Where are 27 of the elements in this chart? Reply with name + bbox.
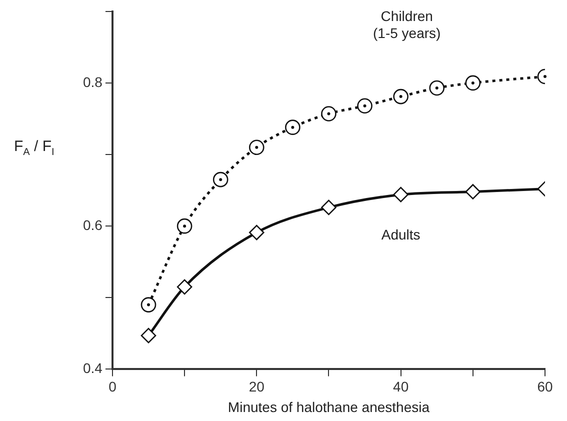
point — [321, 106, 336, 122]
x-tick-label: 0 — [108, 378, 117, 394]
point — [248, 140, 264, 156]
point — [285, 120, 300, 135]
point — [393, 88, 408, 104]
point — [248, 224, 264, 240]
point — [393, 186, 408, 202]
point — [429, 80, 445, 96]
point — [465, 75, 481, 91]
x-tick-label: 60 — [537, 378, 553, 394]
y-tick-label: 0.6 — [82, 216, 103, 233]
point — [357, 98, 372, 114]
point — [140, 297, 156, 312]
x-tick-label: 20 — [248, 378, 265, 394]
y-axis-title: F$_{A}$ / F$_{I}$ — [14, 138, 54, 158]
x-axis-title: Minutes of halothane anesthesia — [228, 399, 430, 415]
point — [321, 200, 336, 216]
point — [465, 184, 481, 200]
point — [176, 279, 192, 295]
point — [212, 172, 228, 188]
y-tick-label: 0.8 — [82, 74, 103, 90]
point — [140, 328, 156, 344]
text: Adults — [381, 226, 420, 243]
y-tick-label: 0.4 — [82, 360, 103, 376]
x-tick-label: 40 — [393, 378, 409, 394]
text: Children (1-5 years) — [373, 8, 441, 41]
point — [176, 218, 192, 234]
